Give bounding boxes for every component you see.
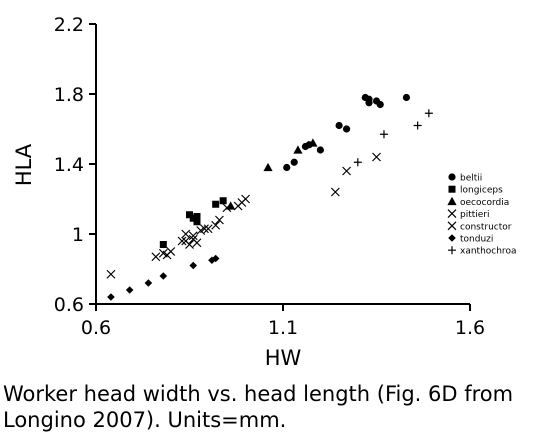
data-point-pittieri [177,236,187,246]
data-point-tonduzi [189,261,198,270]
data-point-beltii [342,125,351,133]
data-point-longiceps [212,200,220,208]
data-point-tonduzi [125,286,134,294]
y-tick-label: 1.8 [54,84,84,106]
data-point-beltii [365,99,373,107]
y-tick-label: 1 [72,224,84,246]
data-point-constructor [200,224,209,234]
chart-axes [95,24,470,305]
x-axis-title: HW [265,346,302,370]
legend: beltii longiceps oecocordia pittieri constru… [447,173,516,257]
scatter-chart: 0.6 1 1.4 1.8 2.2 0.6 1.1 1.6 beltii longiceps oe… [12,14,516,370]
data-point-pittieri [166,247,176,256]
data-point-longiceps [219,197,227,205]
legend-marker-beltii [448,173,456,181]
data-point-pittieri [181,229,191,239]
data-point-beltii [402,93,411,102]
data-point-pittieri [222,203,232,213]
data-point-pittieri [203,224,213,234]
y-axis-title: HLA [12,143,36,186]
data-point-pittieri [241,194,251,204]
data-point-pittieri [211,220,221,230]
data-point-beltii [283,163,291,172]
data-point-oecocordia [308,138,318,147]
data-point-beltii [335,121,343,130]
legend-marker-xanthochroa [448,246,456,255]
y-tick-label: 2.2 [54,14,84,36]
legend-label-tonduzi: tonduzi [460,235,493,245]
data-point-tonduzi [211,254,220,263]
data-point-longiceps [186,211,193,219]
x-tick-label: 1.1 [268,317,298,339]
x-tick-label: 0.6 [81,317,111,339]
data-point-oecocordia [263,162,273,172]
legend-label-xanthochroa: xanthochroa [460,247,516,257]
x-tick-label: 1.6 [455,317,485,339]
legend-marker-longiceps [448,185,456,193]
legend-label-beltii: beltii [460,174,482,184]
data-point-longiceps [193,218,201,226]
legend-marker-oecocordia [447,196,457,206]
data-point-tonduzi [107,293,115,301]
data-point-constructor [372,152,381,162]
legend-label-constructor: constructor [460,222,512,232]
data-point-longiceps [159,241,167,248]
data-point-tonduzi [159,272,168,280]
data-point-longiceps [193,213,201,220]
data-point-pittieri [214,215,224,225]
data-point-oecocordia [293,145,303,154]
data-point-constructor [342,166,352,176]
data-point-longiceps [189,214,197,222]
data-point-constructor [188,231,198,241]
y-tick-label: 0.6 [54,294,84,316]
legend-label-oecocordia: oecocordia [460,198,509,208]
data-point-tonduzi [144,279,153,287]
data-point-constructor [181,236,191,246]
data-point-xanthochroa [353,158,362,167]
data-point-oecocordia [226,201,236,210]
data-point-beltii [376,100,384,109]
data-points [106,93,433,301]
data-point-xanthochroa [379,130,388,139]
data-point-xanthochroa [413,121,422,130]
data-point-pittieri [192,238,202,248]
data-point-constructor [330,187,340,197]
legend-marker-tonduzi [448,234,456,242]
axis-ticks: 0.6 1 1.4 1.8 2.2 0.6 1.1 1.6 [54,14,485,339]
legend-label-pittieri: pittieri [460,210,490,220]
legend-marker-pittieri [447,209,457,219]
y-tick-label: 1.4 [54,154,84,176]
data-point-pittieri [151,252,161,262]
legend-marker-constructor [447,221,457,231]
data-point-beltii [316,146,324,154]
legend-label-longiceps: longiceps [460,186,503,196]
data-point-beltii [290,158,298,166]
data-point-pittieri [106,269,116,279]
data-point-xanthochroa [424,109,433,118]
figure-caption: Worker head width vs. head length (Fig. … [3,382,514,432]
